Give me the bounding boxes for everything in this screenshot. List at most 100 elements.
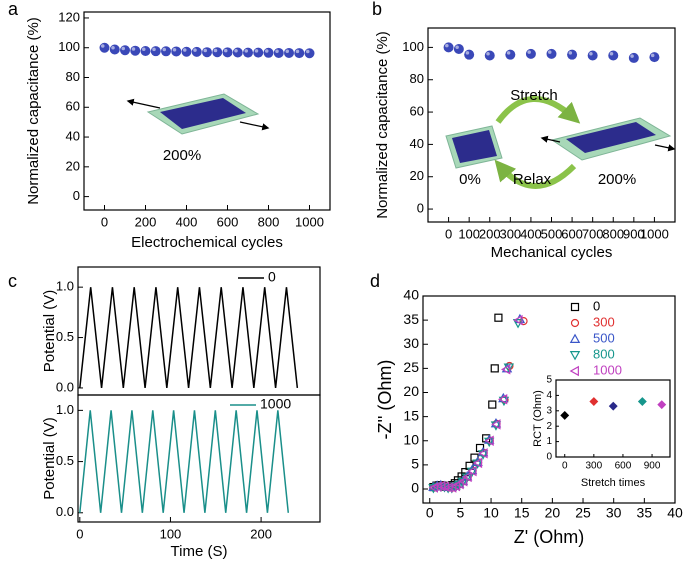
marker — [140, 46, 151, 57]
y-tick-label: 80 — [66, 69, 80, 84]
y-tick-label: 4 — [546, 390, 552, 401]
marker-highlight — [203, 48, 207, 53]
marker-highlight — [254, 49, 259, 53]
panel-label: b — [372, 0, 382, 19]
x-tick-label: 300 — [499, 226, 521, 241]
legend-label: 0 — [268, 269, 276, 285]
plot-frame — [77, 394, 321, 523]
marker-highlight — [548, 50, 552, 54]
marker — [513, 314, 523, 326]
marker — [649, 52, 660, 63]
y-tick-label: 5 — [411, 456, 419, 472]
marker — [467, 465, 477, 477]
x-axis-title: Stretch times — [581, 477, 646, 489]
legend-swatch — [570, 318, 580, 328]
marker — [202, 47, 212, 58]
marker — [161, 46, 171, 57]
annotation: 0% — [459, 171, 481, 188]
marker — [505, 49, 516, 60]
marker — [171, 46, 182, 57]
marker — [428, 482, 438, 493]
marker-highlight — [193, 48, 197, 52]
panel-label: d — [370, 271, 380, 291]
marker — [587, 50, 598, 61]
y-tick-label: 80 — [410, 71, 424, 86]
x-tick-label: 0 — [426, 505, 434, 521]
marker — [253, 47, 264, 58]
y-tick-label: 1.0 — [56, 279, 74, 294]
marker — [443, 482, 453, 493]
marker-highlight — [455, 45, 459, 50]
y-tick-label: 60 — [66, 99, 80, 114]
y-tick-label: 1.0 — [56, 402, 74, 417]
legend-label: 1000 — [260, 396, 291, 412]
marker-highlight — [172, 47, 177, 52]
x-tick-label: 800 — [602, 226, 624, 241]
y-tick-label: 0 — [546, 452, 552, 463]
x-tick-label: 700 — [582, 226, 604, 241]
marker — [525, 48, 536, 59]
x-tick-label: 40 — [667, 505, 683, 521]
annotation: Stretch — [510, 87, 558, 104]
marker — [130, 45, 141, 56]
marker — [560, 410, 570, 420]
marker-highlight — [506, 51, 511, 55]
annotation: 200% — [598, 171, 636, 188]
marker — [439, 481, 450, 492]
marker — [453, 44, 464, 55]
y-axis-title: Normalized capacitance (%) — [25, 17, 42, 205]
plot-frame — [83, 11, 331, 211]
marker — [232, 47, 243, 58]
y-axis-title: Normalized capacitance (%) — [374, 31, 391, 219]
marker — [497, 394, 508, 405]
y-axis-title: RCT (Ohm) — [532, 390, 544, 447]
x-tick-label: 15 — [514, 505, 530, 521]
marker — [464, 49, 475, 60]
y-axis-title: -Z'' (Ohm) — [375, 360, 395, 440]
marker — [435, 480, 446, 492]
x-tick-label: 25 — [575, 505, 591, 521]
marker — [304, 48, 315, 59]
marker — [99, 42, 110, 53]
marker-highlight — [244, 49, 248, 53]
marker-highlight — [630, 54, 634, 58]
x-tick-label: 0 — [445, 226, 452, 241]
x-tick-label: 800 — [258, 214, 280, 229]
y-tick-label: 0.0 — [56, 379, 74, 394]
stretch-illustration — [445, 95, 676, 189]
marker — [657, 400, 667, 410]
x-tick-label: 100 — [458, 226, 480, 241]
x-axis-title: Electrochemical cycles — [131, 234, 283, 251]
y-tick-label: 15 — [403, 407, 419, 423]
x-tick-label: 600 — [615, 461, 632, 472]
x-tick-label: 200 — [135, 214, 157, 229]
marker — [494, 313, 503, 322]
y-tick-label: 20 — [403, 383, 419, 399]
marker — [608, 401, 618, 411]
x-tick-label: 20 — [545, 505, 561, 521]
x-tick-label: 600 — [217, 214, 239, 229]
marker — [637, 397, 647, 407]
y-tick-label: 60 — [410, 104, 424, 119]
x-tick-label: 35 — [637, 505, 653, 521]
marker — [491, 419, 501, 430]
x-tick-label: 300 — [585, 461, 602, 472]
legend-label: 1000 — [593, 362, 622, 377]
marker — [484, 435, 494, 446]
marker-highlight — [152, 47, 156, 52]
y-tick-label: 40 — [410, 136, 424, 151]
marker-highlight — [265, 49, 269, 53]
y-tick-label: 2 — [546, 421, 552, 432]
panel-label: a — [8, 0, 19, 19]
marker-highlight — [295, 49, 300, 54]
marker — [150, 46, 161, 57]
marker — [567, 49, 578, 60]
marker — [243, 47, 253, 58]
annotation: Relax — [513, 171, 552, 188]
marker — [284, 47, 294, 58]
y-tick-label: 5 — [546, 375, 552, 386]
y-tick-label: 120 — [58, 9, 80, 24]
plot-frame — [555, 379, 671, 458]
marker — [608, 50, 619, 61]
y-tick-label: 10 — [403, 431, 419, 447]
